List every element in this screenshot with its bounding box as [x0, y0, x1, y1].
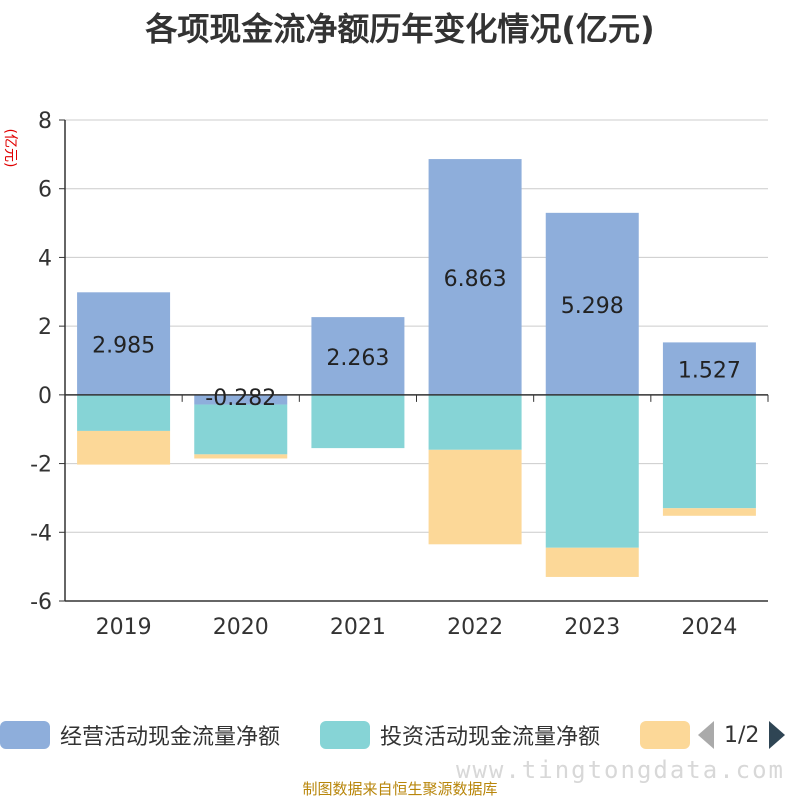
x-tick-label: 2024 — [681, 615, 737, 640]
y-tick-label: 2 — [38, 315, 52, 340]
x-tick-label: 2022 — [447, 615, 503, 640]
data-label: 2.263 — [326, 346, 389, 371]
y-tick-label: -6 — [30, 590, 52, 615]
y-tick-label: 0 — [38, 384, 52, 409]
chart-plot-area: -6 -4 -2 0 2 4 6 8 2019 2020 2021 2022 2023 2024 2.985… — [30, 109, 769, 640]
data-label: 1.527 — [678, 359, 741, 384]
bar-series-0-2022 — [428, 159, 522, 395]
legend-swatch-series-1 — [320, 721, 370, 749]
y-tick-label: 4 — [38, 246, 52, 271]
bar-series-2-2024 — [662, 508, 756, 516]
bar-series-0-2023 — [545, 212, 639, 395]
bar-series-0-2020 — [194, 394, 288, 405]
x-tick-label: 2020 — [213, 615, 269, 640]
watermark: www.tingtongdata.com — [456, 756, 785, 784]
bar-series-0-2019 — [77, 292, 171, 395]
legend-next-arrow-icon[interactable] — [769, 721, 786, 749]
bar-series-0-2021 — [311, 317, 405, 395]
source-note: 制图数据来自恒生聚源数据库 — [302, 780, 498, 798]
legend-item-series-0[interactable]: 经营活动现金流量净额 — [0, 720, 280, 750]
bar-series-2-2022 — [428, 449, 522, 545]
legend-label-series-1: 投资活动现金流量净额 — [380, 725, 601, 750]
bar-series-1-2021 — [311, 394, 405, 449]
x-tick-label: 2021 — [330, 615, 386, 640]
legend-item-series-1[interactable]: 投资活动现金流量净额 — [320, 720, 600, 750]
legend-page-indicator: 1/2 — [724, 722, 760, 748]
bar-series-2-2019 — [77, 430, 171, 465]
data-label: 2.985 — [92, 334, 155, 359]
data-label: 6.863 — [444, 267, 507, 292]
x-tick-label: 2023 — [564, 615, 620, 640]
legend-swatch-series-0 — [0, 721, 50, 749]
bar-series-1-2019 — [77, 394, 171, 431]
bar-series-2-2020 — [194, 454, 288, 459]
legend-prev-arrow-icon[interactable] — [698, 721, 714, 749]
bar-series-1-2022 — [428, 394, 522, 450]
legend-swatch-series-2 — [640, 721, 690, 749]
bar-series-0-2024 — [662, 342, 756, 395]
y-tick-label: -4 — [30, 521, 52, 546]
x-tick-label: 2019 — [96, 615, 152, 640]
chart-title: 各项现金流净额历年变化情况(亿元) — [145, 10, 655, 48]
bar-series-2-2023 — [545, 547, 639, 577]
legend-label-series-0: 经营活动现金流量净额 — [60, 725, 281, 750]
data-label: 5.298 — [561, 294, 624, 319]
bar-series-1-2020 — [194, 404, 288, 455]
data-label: -0.282 — [205, 386, 276, 411]
bar-series-1-2024 — [662, 394, 756, 509]
y-tick-label: 6 — [38, 178, 52, 203]
y-tick-label: -2 — [30, 453, 52, 478]
y-tick-label: 8 — [38, 109, 52, 134]
chart-legend: 经营活动现金流量净额 投资活动现金流量净额 1/2 — [0, 712, 800, 758]
legend-pager: 1/2 — [698, 718, 786, 752]
legend-item-series-2[interactable] — [640, 720, 690, 750]
bar-series-1-2023 — [545, 394, 639, 548]
